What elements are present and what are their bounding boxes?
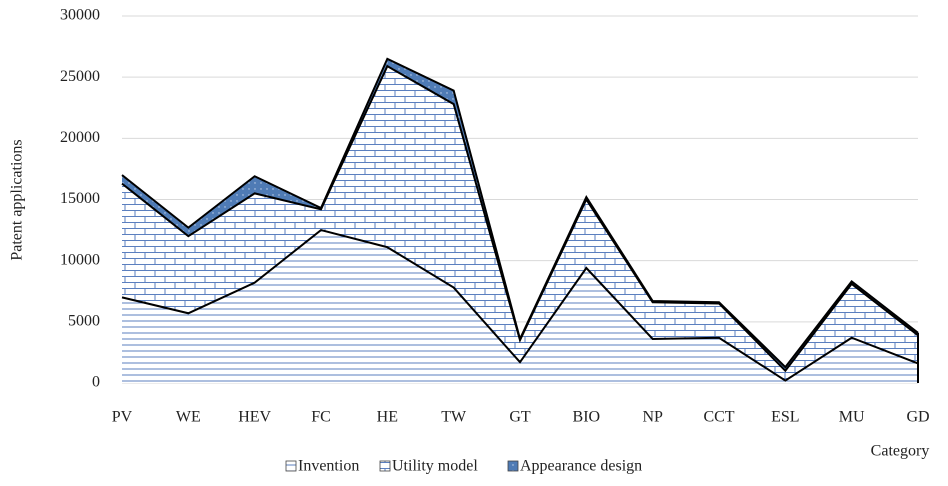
y-tick-label: 30000 — [60, 7, 100, 24]
legend-label: Appearance design — [520, 458, 642, 475]
x-tick-label: NP — [642, 409, 663, 426]
y-tick-label: 25000 — [60, 68, 100, 85]
area — [122, 66, 918, 381]
area — [122, 230, 918, 383]
legend-swatch — [507, 460, 519, 472]
x-tick-label: WE — [176, 409, 201, 426]
x-axis-title: Category — [871, 443, 930, 460]
x-tick-label: BIO — [573, 409, 601, 426]
legend-swatch — [379, 460, 391, 472]
x-tick-label: GT — [509, 409, 531, 426]
y-tick-label: 5000 — [68, 313, 100, 330]
x-tick-label: ESL — [771, 409, 799, 426]
legend-label: Utility model — [392, 458, 478, 475]
x-tick-label: HE — [377, 409, 398, 426]
area-edge — [121, 228, 919, 382]
x-tick-label: MU — [839, 409, 865, 426]
y-tick-label: 0 — [92, 374, 100, 391]
area-edge — [121, 57, 919, 369]
x-tick-label: PV — [112, 409, 133, 426]
x-tick-label: GD — [906, 409, 929, 426]
y-tick-label: 20000 — [60, 129, 100, 146]
x-tick-label: HEV — [238, 409, 271, 426]
legend-label: Invention — [298, 458, 359, 475]
y-tick-label: 15000 — [60, 190, 100, 207]
legend-swatch — [285, 460, 297, 472]
x-tick-label: FC — [311, 409, 331, 426]
y-axis-title: Patent applications — [9, 139, 26, 260]
x-tick-label: CCT — [703, 409, 734, 426]
y-tick-label: 10000 — [60, 251, 100, 268]
x-tick-label: TW — [441, 409, 467, 426]
